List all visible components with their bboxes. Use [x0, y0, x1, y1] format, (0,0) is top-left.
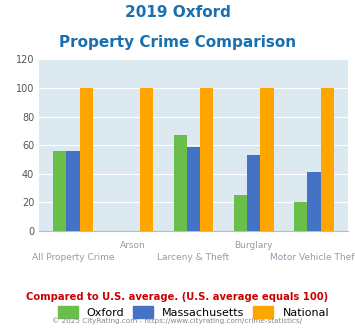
- Text: Motor Vehicle Theft: Motor Vehicle Theft: [270, 253, 355, 262]
- Bar: [53, 151, 66, 231]
- Text: Larceny & Theft: Larceny & Theft: [157, 253, 230, 262]
- Text: All Property Crime: All Property Crime: [32, 253, 114, 262]
- Bar: [80, 88, 93, 231]
- Text: 2019 Oxford: 2019 Oxford: [125, 5, 230, 20]
- Bar: [234, 195, 247, 231]
- Bar: [321, 88, 334, 231]
- Bar: [260, 88, 274, 231]
- Bar: [294, 202, 307, 231]
- Text: Compared to U.S. average. (U.S. average equals 100): Compared to U.S. average. (U.S. average …: [26, 292, 329, 302]
- Bar: [247, 155, 260, 231]
- Legend: Oxford, Massachusetts, National: Oxford, Massachusetts, National: [54, 302, 333, 322]
- Bar: [200, 88, 213, 231]
- Text: Burglary: Burglary: [234, 241, 273, 250]
- Text: Property Crime Comparison: Property Crime Comparison: [59, 35, 296, 50]
- Bar: [174, 135, 187, 231]
- Text: © 2025 CityRating.com - https://www.cityrating.com/crime-statistics/: © 2025 CityRating.com - https://www.city…: [53, 317, 302, 324]
- Text: Arson: Arson: [120, 241, 146, 250]
- Bar: [307, 172, 321, 231]
- Bar: [140, 88, 153, 231]
- Bar: [187, 147, 200, 231]
- Bar: [66, 151, 80, 231]
